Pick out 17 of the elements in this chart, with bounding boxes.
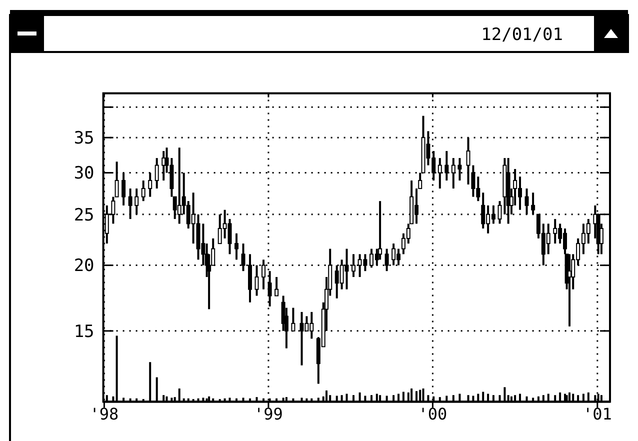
candlestick [154, 157, 159, 190]
candlestick [234, 232, 238, 261]
candlestick [128, 188, 132, 220]
y-tick-label: 25 [74, 205, 94, 226]
x-tick-label: '00 [418, 404, 448, 424]
x-tick-label: '98 [90, 404, 119, 424]
candlestick [568, 253, 572, 328]
candlestick [141, 180, 146, 202]
candlestick [274, 276, 279, 297]
text: 12/01/01 [481, 25, 563, 45]
candlestick [291, 306, 296, 332]
x-tick-label: '99 [254, 404, 283, 424]
y-tick-label: 30 [74, 164, 94, 184]
y-tick-label: 15 [74, 322, 94, 342]
y-tick-label: 20 [74, 256, 94, 276]
x-tick-label: '01 [582, 404, 612, 424]
y-tick-label: 35 [74, 128, 94, 149]
